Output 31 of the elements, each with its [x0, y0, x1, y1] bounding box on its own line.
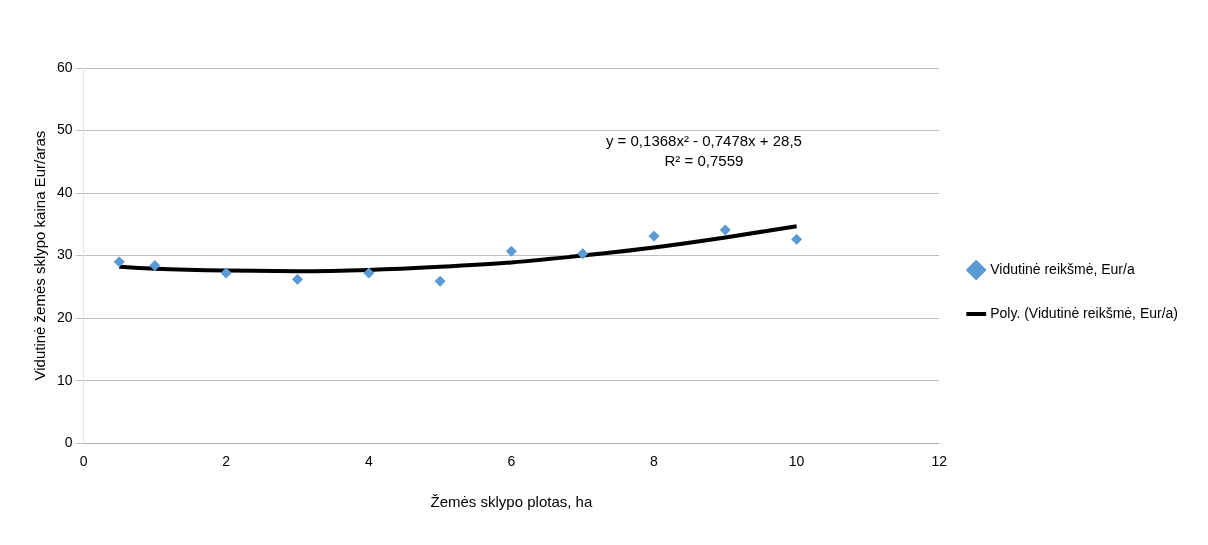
annotation: R² = 0,7559	[664, 152, 744, 169]
legend-label: Vidutinė reikšmė, Eur/a	[990, 260, 1135, 277]
y-tick-label: 10	[56, 371, 73, 388]
y-tick-label: 60	[56, 58, 73, 75]
x-axis-title: Žemės sklypo plotas, ha	[430, 493, 593, 511]
legend-label: Poly. (Vidutinė reikšmė, Eur/a)	[990, 304, 1178, 321]
point	[220, 267, 232, 279]
x-tick-label: 4	[364, 453, 373, 470]
point	[791, 233, 803, 245]
y-tick-label: 20	[56, 308, 73, 325]
point	[363, 267, 375, 279]
y-tick-label: 40	[56, 183, 73, 200]
y-tick-label: 50	[56, 121, 73, 138]
point	[149, 260, 161, 272]
x-tick-label: 6	[507, 453, 516, 470]
point	[505, 245, 517, 257]
point	[113, 256, 125, 268]
x-tick-label: 8	[650, 453, 659, 470]
y-tick-label: 0	[64, 434, 73, 451]
annotation: y = 0,1368x² - 0,7478x + 28,5	[605, 132, 802, 149]
y-axis-title: Vidutinė žemės sklypo kaina Eur/aras	[31, 130, 49, 381]
x-tick-label: 2	[222, 453, 231, 470]
point	[577, 248, 589, 260]
point	[434, 275, 446, 287]
point	[291, 273, 303, 285]
x-tick-label: 12	[931, 453, 948, 470]
point	[648, 230, 660, 242]
x-tick-label: 0	[79, 453, 88, 470]
point	[719, 224, 731, 236]
y-tick-label: 30	[56, 246, 73, 263]
x-tick-label: 10	[788, 453, 805, 470]
